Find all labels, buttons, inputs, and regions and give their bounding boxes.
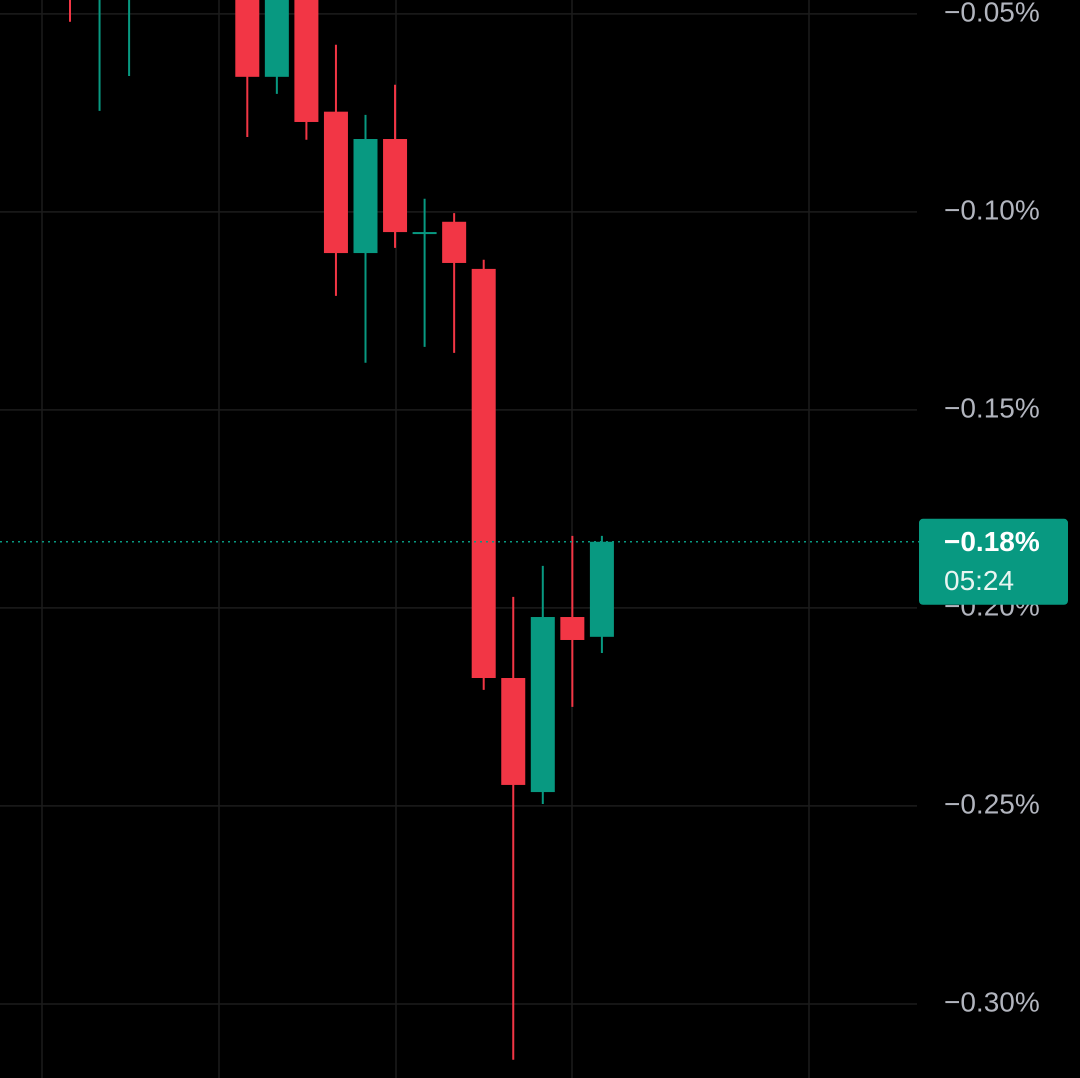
price-axis: −0.05%−0.10%−0.15%−0.20%−0.25%−0.30% — [944, 0, 1040, 1017]
candle-body — [353, 139, 378, 254]
grid — [0, 13, 917, 1005]
last-price-label: −0.18% — [944, 526, 1040, 557]
y-tick-label: −0.25% — [944, 788, 1040, 819]
y-tick-label: −0.30% — [944, 986, 1040, 1017]
candle-body — [501, 678, 526, 785]
candle-body — [560, 617, 585, 640]
candle-body — [294, 0, 319, 122]
candle-body — [264, 0, 289, 77]
y-tick-label: −0.15% — [944, 392, 1040, 423]
candles — [69, 0, 614, 1060]
countdown: 05:24 — [944, 565, 1014, 596]
y-tick-label: −0.10% — [944, 194, 1040, 225]
candle-body — [235, 0, 260, 77]
y-tick-label: −0.05% — [944, 0, 1040, 27]
candle-body — [383, 139, 408, 233]
candle-body — [471, 268, 496, 679]
candle-body — [589, 541, 614, 637]
price-tag: −0.18% 05:24 — [0, 518, 1068, 605]
candle-body — [442, 221, 467, 263]
candle-body — [412, 232, 437, 235]
candle-body — [530, 617, 555, 793]
candle-body — [323, 111, 348, 254]
price-tag-box — [919, 518, 1068, 605]
